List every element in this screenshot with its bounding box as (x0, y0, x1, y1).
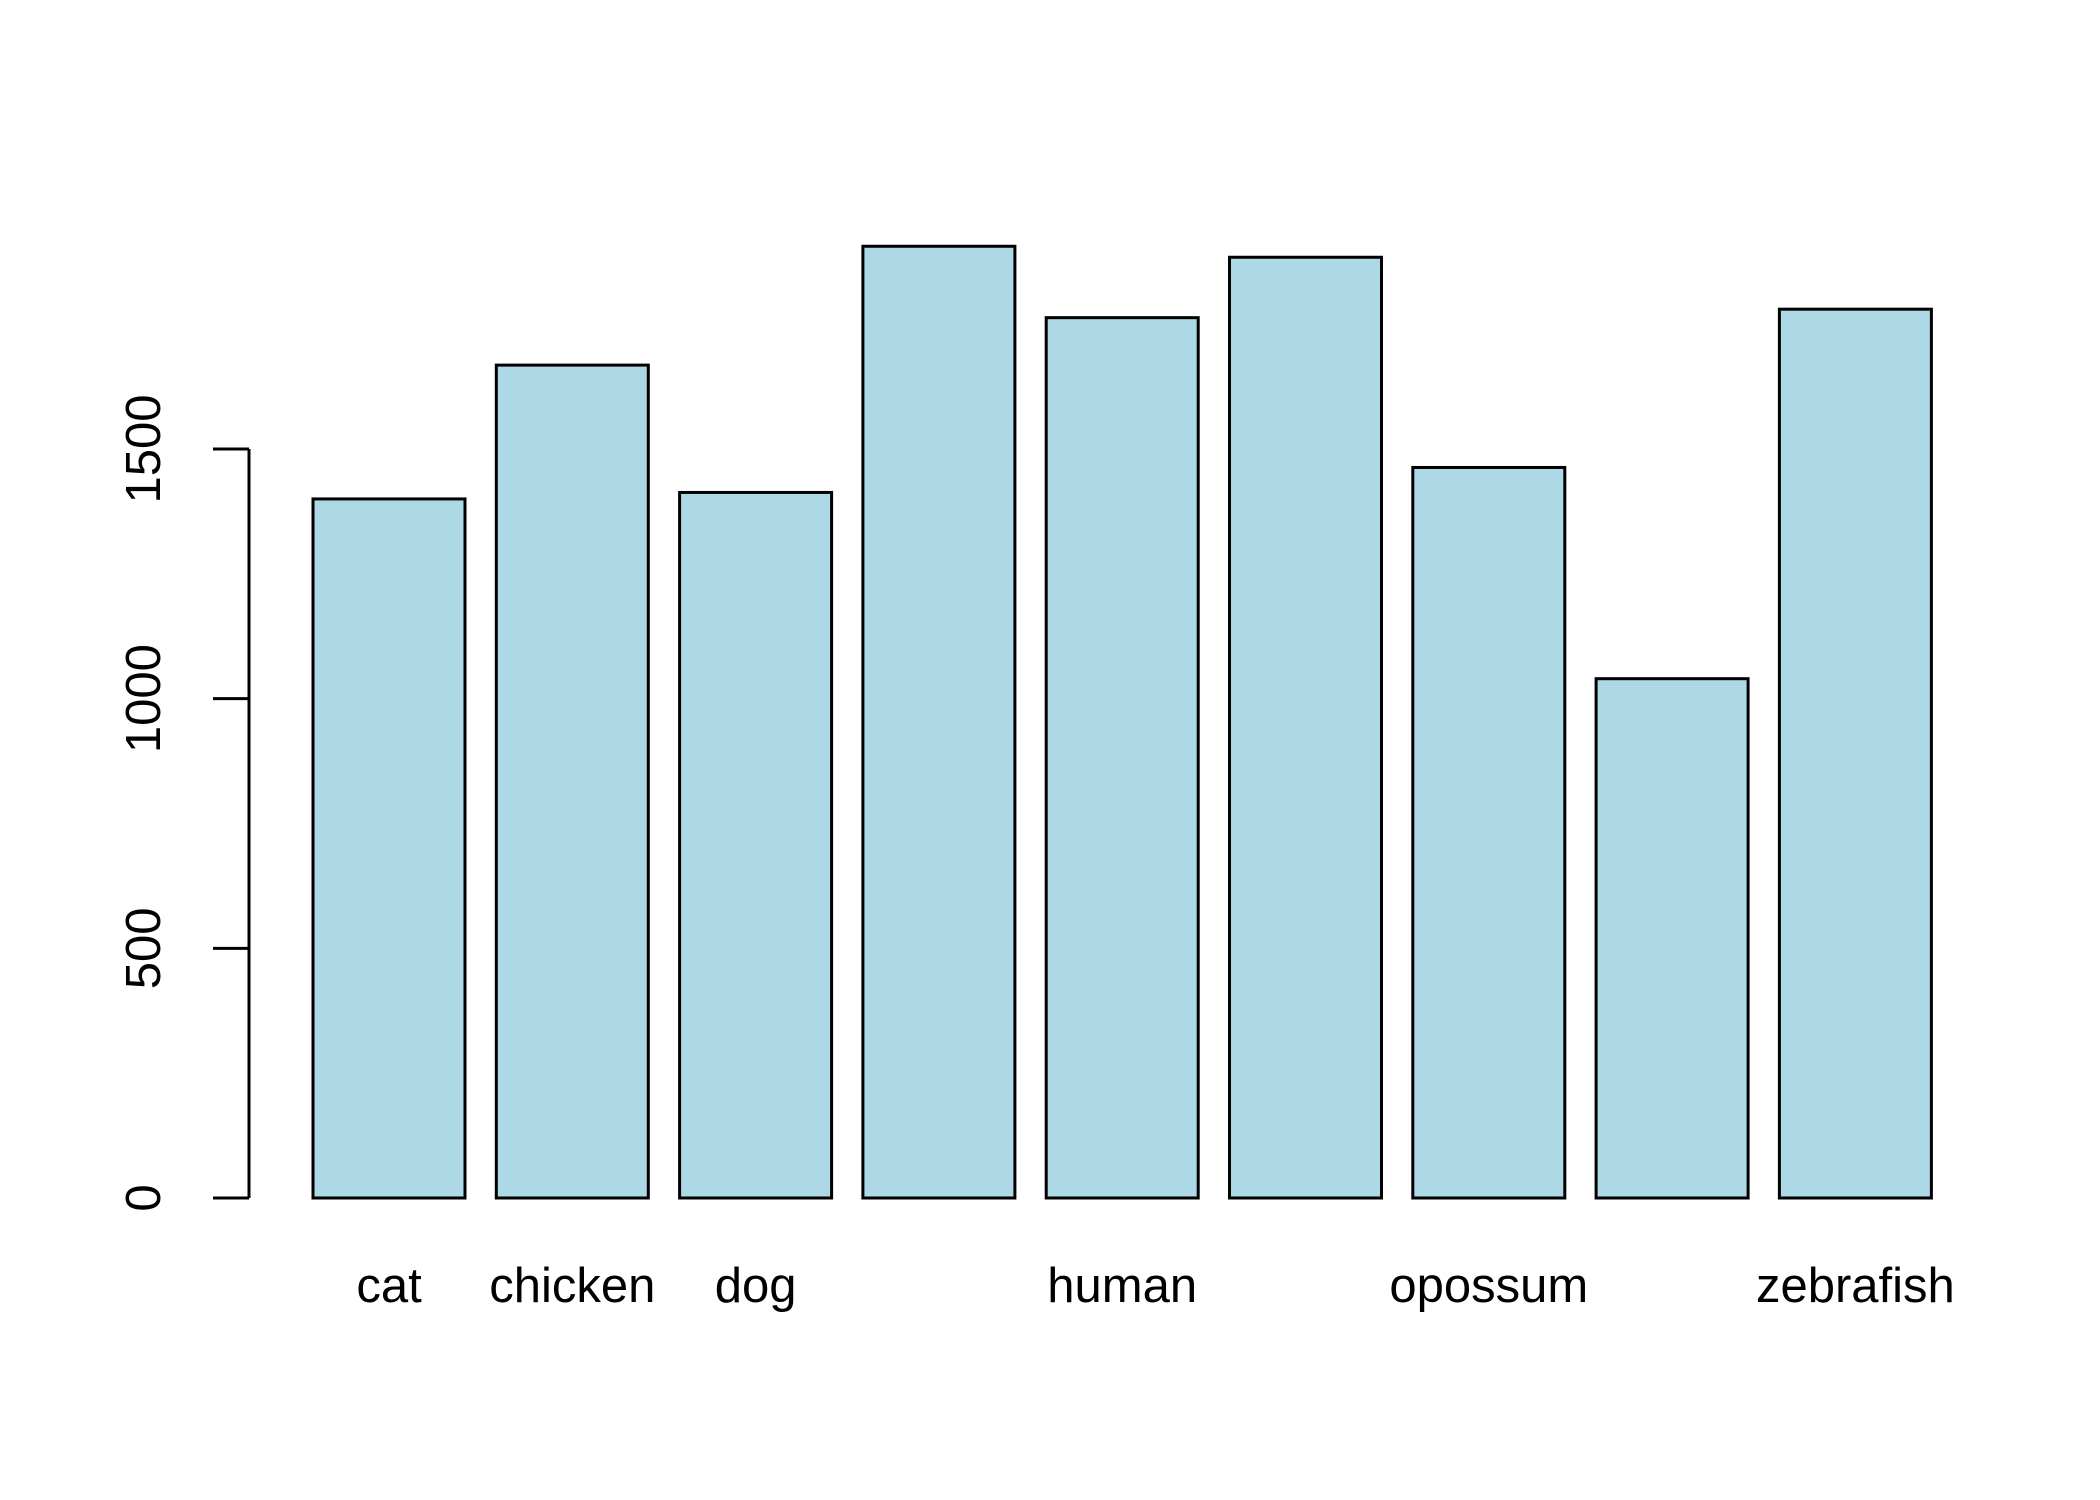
y-tick-label: 1000 (117, 644, 171, 753)
y-tick-label: 500 (117, 907, 171, 989)
bar-unlabeled-4 (861, 244, 1017, 1200)
x-tick-label: cat (356, 1259, 422, 1313)
x-tick-label: opossum (1389, 1259, 1588, 1313)
x-tick-label: chicken (489, 1259, 655, 1313)
x-tick-label: zebrafish (1756, 1259, 1955, 1313)
y-axis: 0 500 1000 1500 (117, 394, 251, 1212)
bar-unlabeled-6 (1228, 255, 1383, 1200)
y-tick-label: 0 (117, 1184, 171, 1211)
x-axis-labels: cat chicken dog human opossum zebrafish (356, 1259, 1955, 1313)
bars-group (311, 244, 1933, 1200)
bar-dog (678, 490, 834, 1200)
x-tick-label: dog (715, 1259, 797, 1313)
bar-zebrafish (1777, 307, 1933, 1200)
bar-unlabeled-8 (1594, 677, 1750, 1200)
bar-chicken (494, 363, 650, 1200)
bar-cat (311, 497, 467, 1200)
y-tick-label: 1500 (117, 394, 171, 503)
bar-human (1044, 316, 1200, 1200)
bar-opossum (1411, 465, 1567, 1200)
x-tick-label: human (1047, 1259, 1197, 1313)
